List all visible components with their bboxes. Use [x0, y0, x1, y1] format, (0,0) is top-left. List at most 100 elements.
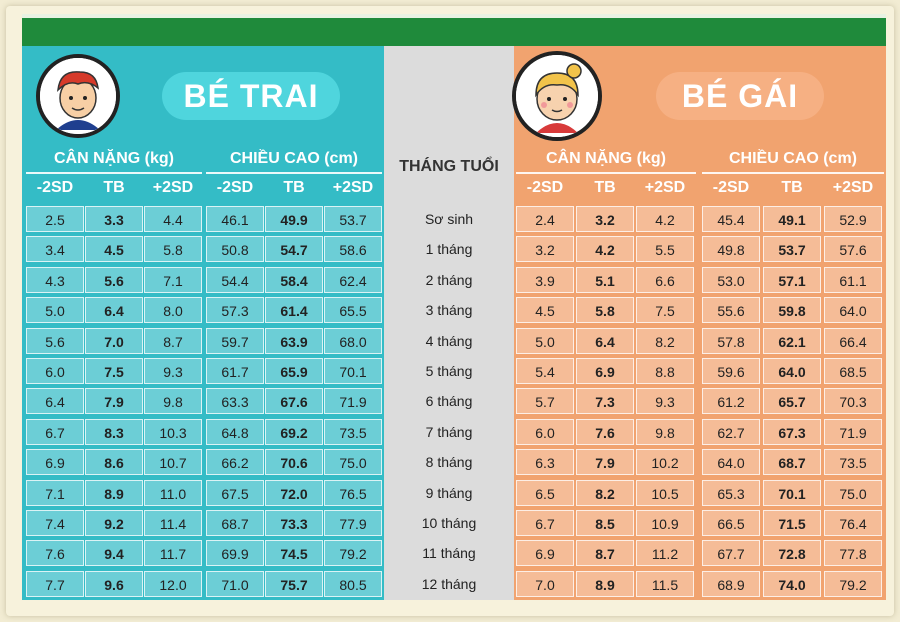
girl-table-cell: 6.9	[516, 540, 574, 566]
girl-table-cell: 6.9	[576, 358, 634, 384]
boy-table-cell: 61.7	[206, 358, 264, 384]
boy-table-cell: 68.0	[324, 328, 382, 354]
girl-table-cell: 77.8	[824, 540, 882, 566]
girl-table-cell: 8.7	[576, 540, 634, 566]
top-edge	[22, 14, 886, 18]
boy-table-cell: 53.7	[324, 206, 382, 232]
boy-panel	[22, 46, 384, 600]
boy-table-cell: 70.1	[324, 358, 382, 384]
month-label: 5 tháng	[425, 363, 473, 379]
girl-table-cell: 3.9	[516, 267, 574, 293]
boy-table-cell: 3.4	[26, 236, 84, 262]
girl-table-cell: 64.0	[763, 358, 821, 384]
girl-table-cell: 61.1	[824, 267, 882, 293]
boy-table-cell: 6.7	[26, 419, 84, 445]
boy-subcol-weight-2: +2SD	[152, 179, 194, 196]
boy-table-cell: 68.7	[206, 510, 264, 536]
boy-table-cell: 7.5	[85, 358, 143, 384]
boy-table-cell: 76.5	[324, 480, 382, 506]
month-label: 12 tháng	[421, 576, 477, 592]
boy-table-cell: 70.6	[265, 449, 323, 475]
month-panel	[384, 46, 514, 600]
month-label: 2 tháng	[425, 272, 473, 288]
boy-table-cell: 73.5	[324, 419, 382, 445]
girl-table-cell: 6.5	[516, 480, 574, 506]
girl-table-cell: 64.0	[824, 297, 882, 323]
girl-table-cell: 11.5	[636, 571, 694, 597]
boy-table-cell: 63.3	[206, 388, 264, 414]
month-label: Sơ sinh	[424, 211, 474, 227]
boy-table-cell: 11.7	[144, 540, 202, 566]
girl-table-cell: 7.5	[636, 297, 694, 323]
girl-table-cell: 52.9	[824, 206, 882, 232]
girl-table-cell: 10.9	[636, 510, 694, 536]
boy-table-cell: 54.4	[206, 267, 264, 293]
girl-table-cell: 76.4	[824, 510, 882, 536]
boy-table-cell: 8.9	[85, 480, 143, 506]
boy-table-cell: 6.0	[26, 358, 84, 384]
girl-title: BÉ GÁI	[656, 72, 824, 120]
boy-table-cell: 8.7	[144, 328, 202, 354]
boy-subcol-weight-1: TB	[103, 179, 125, 196]
girl-table-cell: 4.2	[636, 206, 694, 232]
boy-avatar-icon	[36, 54, 120, 138]
girl-table-cell: 66.4	[824, 328, 882, 354]
month-label: 11 tháng	[422, 545, 476, 561]
girl-table-cell: 67.3	[763, 419, 821, 445]
girl-table-cell: 8.9	[576, 571, 634, 597]
girl-table-cell: 66.5	[702, 510, 760, 536]
girl-table-cell: 5.7	[516, 388, 574, 414]
green-top-bar	[22, 18, 886, 46]
boy-table-cell: 7.7	[26, 571, 84, 597]
girl-table-cell: 71.5	[763, 510, 821, 536]
boy-table-cell: 6.9	[26, 449, 84, 475]
boy-table-cell: 5.6	[85, 267, 143, 293]
girl-table-cell: 5.1	[576, 267, 634, 293]
girl-table-cell: 6.4	[576, 328, 634, 354]
girl-table-cell: 10.5	[636, 480, 694, 506]
boy-table-cell: 8.3	[85, 419, 143, 445]
boy-subcol-weight-0: -2SD	[36, 179, 74, 196]
boy-table-cell: 8.6	[85, 449, 143, 475]
girl-table-cell: 8.2	[576, 480, 634, 506]
girl-table-cell: 57.8	[702, 328, 760, 354]
girl-table-cell: 74.0	[763, 571, 821, 597]
girl-panel	[514, 46, 886, 600]
girl-table-cell: 65.7	[763, 388, 821, 414]
boy-table-cell: 11.4	[144, 510, 202, 536]
boy-table-cell: 7.1	[144, 267, 202, 293]
boy-table-cell: 69.9	[206, 540, 264, 566]
girl-table-cell: 79.2	[824, 571, 882, 597]
boy-height-header: CHIỀU CAO (cm)	[206, 146, 382, 174]
girl-table-cell: 10.2	[636, 449, 694, 475]
boy-table-cell: 12.0	[144, 571, 202, 597]
girl-table-cell: 62.1	[763, 328, 821, 354]
boy-table-cell: 9.8	[144, 388, 202, 414]
boy-table-cell: 66.2	[206, 449, 264, 475]
girl-table-cell: 8.8	[636, 358, 694, 384]
girl-table-cell: 45.4	[702, 206, 760, 232]
boy-subcol-height-0: -2SD	[216, 179, 254, 196]
boy-table-cell: 50.8	[206, 236, 264, 262]
boy-table-cell: 77.9	[324, 510, 382, 536]
girl-table-cell: 5.5	[636, 236, 694, 262]
boy-table-cell: 6.4	[85, 297, 143, 323]
girl-table-cell: 9.8	[636, 419, 694, 445]
girl-subcol-weight-2: +2SD	[644, 179, 686, 196]
boy-table-cell: 5.0	[26, 297, 84, 323]
boy-table-cell: 10.3	[144, 419, 202, 445]
girl-table-cell: 73.5	[824, 449, 882, 475]
girl-table-cell: 59.6	[702, 358, 760, 384]
girl-table-cell: 49.1	[763, 206, 821, 232]
girl-subcol-height-0: -2SD	[712, 179, 750, 196]
boy-table-cell: 9.4	[85, 540, 143, 566]
girl-table-cell: 72.8	[763, 540, 821, 566]
boy-table-cell: 79.2	[324, 540, 382, 566]
boy-table-cell: 7.1	[26, 480, 84, 506]
boy-table-cell: 7.4	[26, 510, 84, 536]
girl-table-cell: 5.8	[576, 297, 634, 323]
girl-subcol-height-2: +2SD	[832, 179, 874, 196]
month-label: 3 tháng	[425, 302, 473, 318]
boy-table-cell: 74.5	[265, 540, 323, 566]
boy-subcol-height-1: TB	[283, 179, 305, 196]
